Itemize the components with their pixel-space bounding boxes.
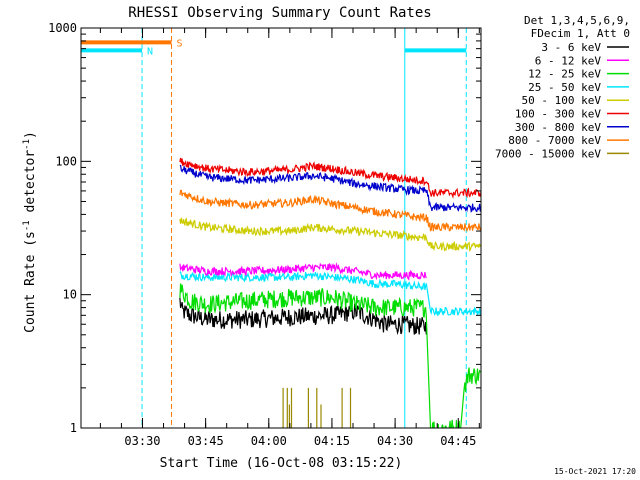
x-tick-label: 03:45 — [188, 434, 224, 448]
legend-label-12-25-kev: 12 - 25 keV — [528, 68, 601, 81]
x-tick-label: 04:00 — [251, 434, 287, 448]
legend-label-6-12-kev: 6 - 12 keV — [535, 54, 602, 67]
series-12-25-kev — [179, 283, 481, 428]
y-tick-label: 1000 — [48, 21, 77, 35]
legend-header-line-2: FDecim 1, Att 0 — [531, 27, 630, 40]
series-50-100-kev — [179, 217, 481, 253]
y-axis-label-main: Count Rate (s — [23, 231, 38, 333]
x-tick-label: 04:30 — [377, 434, 413, 448]
series-3-6-kev — [179, 297, 427, 336]
series-300-800-kev — [179, 164, 481, 213]
legend-label-100-300-kev: 100 - 300 keV — [515, 108, 601, 121]
legend-label-50-100-kev: 50 - 100 keV — [522, 94, 602, 107]
chart-title: RHESSI Observing Summary Count Rates — [128, 5, 431, 21]
x-tick-label: 04:15 — [314, 434, 350, 448]
legend-label-7000-15000-kev: 7000 - 15000 keV — [495, 147, 601, 160]
legend-label-300-800-kev: 300 - 800 keV — [515, 121, 601, 134]
series-6-12-kev — [179, 262, 427, 281]
y-tick-label: 10 — [63, 288, 77, 302]
series-100-300-kev — [179, 157, 481, 199]
y-axis-label-mid: detector — [23, 150, 38, 221]
attenuator-markers: SN — [81, 38, 467, 57]
legend-label-25-50-kev: 25 - 50 keV — [528, 81, 601, 94]
series-800-7000-kev — [179, 189, 481, 233]
x-tick-label: 04:45 — [440, 434, 476, 448]
series-lines — [179, 157, 481, 428]
x-axis-label: Start Time (16-Oct-08 03:15:22) — [160, 456, 403, 471]
marker-label-n: N — [147, 46, 153, 57]
legend-label-800-7000-kev: 800 - 7000 keV — [508, 134, 601, 147]
legend-header-line-1: Det 1,3,4,5,6,9, — [524, 14, 630, 27]
y-tick-label: 1 — [70, 421, 77, 435]
x-axis: 03:30 03:45 04:00 04:15 04:30 04:45 — [99, 28, 480, 448]
y-axis-label-sup2: -1 — [22, 139, 32, 150]
y-axis-label-end: ) — [23, 131, 38, 139]
marker-label-s: S — [177, 38, 183, 49]
x-tick-label: 03:30 — [124, 434, 160, 448]
y-axis-label-sup1: -1 — [22, 220, 32, 231]
legend-label-3-6-kev: 3 - 6 keV — [541, 41, 601, 54]
y-tick-label: 100 — [55, 154, 77, 168]
plot-area — [80, 27, 482, 429]
series-7000-15000-kev — [282, 387, 352, 428]
series-25-50-kev — [179, 270, 481, 317]
legend: Det 1,3,4,5,6,9, FDecim 1, Att 0 3 - 6 k… — [495, 14, 630, 160]
footer-timestamp: 15-Oct-2021 17:20 — [554, 467, 636, 476]
y-axis-label: Count Rate (s-1 detector-1) — [22, 131, 38, 333]
y-axis: 1 10 100 1000 — [48, 21, 481, 435]
